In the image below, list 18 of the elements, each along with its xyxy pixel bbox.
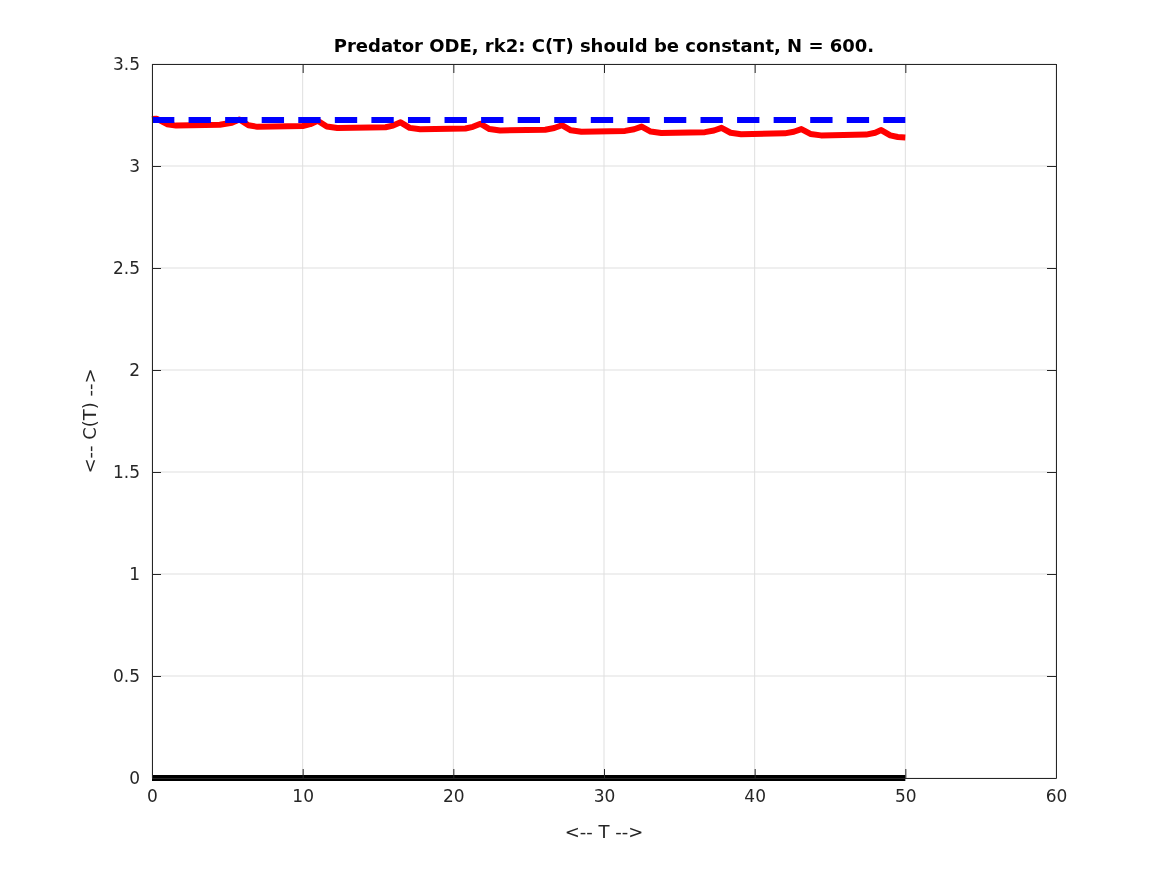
x-tick-label: 20 <box>443 786 465 807</box>
x-tick-label: 0 <box>147 786 158 807</box>
x-tick-label: 10 <box>292 786 314 807</box>
y-tick-label: 2 <box>129 359 140 380</box>
x-tick-label: 60 <box>1045 786 1068 807</box>
x-tick-label: 40 <box>744 786 766 807</box>
chart-title: Predator ODE, rk2: C(T) should be constant, N = 600. <box>333 35 875 56</box>
y-tick-label: 0.5 <box>112 665 140 686</box>
y-tick-label: 0 <box>129 767 140 788</box>
y-tick-label: 3.5 <box>112 53 140 74</box>
x-axis-title: <-- T --> <box>564 821 644 842</box>
x-tick-label: 50 <box>895 786 917 807</box>
y-axis-title: <-- C(T) --> <box>79 368 100 474</box>
y-tick-label: 1 <box>129 563 140 584</box>
y-tick-label: 3 <box>129 155 140 176</box>
y-tick-label: 1.5 <box>112 461 140 482</box>
y-tick-label: 2.5 <box>112 257 140 278</box>
x-tick-label: 30 <box>593 786 616 807</box>
